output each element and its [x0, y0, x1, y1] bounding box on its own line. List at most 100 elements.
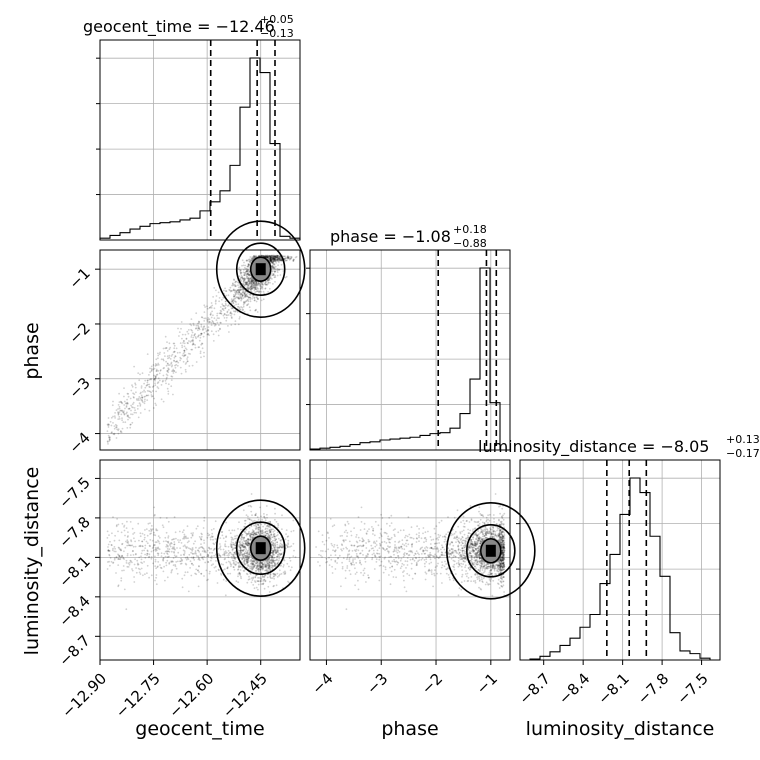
sample-point [244, 281, 247, 284]
sample-point [278, 258, 281, 261]
sample-point [174, 565, 177, 568]
sample-point [220, 563, 223, 565]
sample-point [294, 556, 297, 559]
sample-point [150, 377, 152, 380]
sample-point [272, 274, 274, 276]
sample-point [336, 546, 339, 549]
sample-point [257, 583, 260, 586]
sample-point [242, 283, 245, 286]
sample-point [192, 542, 195, 545]
sample-point [184, 333, 187, 336]
sample-point [218, 297, 221, 299]
sample-point [150, 557, 153, 560]
sample-point [168, 348, 171, 351]
sample-point [243, 536, 246, 539]
sample-point [219, 312, 222, 315]
sample-point [278, 557, 281, 560]
sample-point [264, 254, 267, 257]
sample-point [131, 403, 134, 406]
sample-point [248, 277, 251, 279]
sample-point [107, 434, 110, 437]
sample-point [244, 519, 247, 522]
sample-point [195, 312, 198, 315]
sample-point [136, 559, 139, 562]
sample-point [129, 544, 132, 547]
sample-point [241, 306, 244, 309]
sample-point [250, 283, 253, 285]
sample-point [210, 305, 212, 308]
sample-point [150, 370, 153, 372]
sample-point [264, 566, 267, 568]
sample-point [279, 258, 281, 261]
sample-point [223, 554, 226, 557]
sample-point [225, 536, 227, 539]
sample-point [198, 327, 200, 330]
sample-point [167, 545, 169, 548]
sample-point [243, 559, 246, 562]
sample-point [173, 347, 176, 350]
sample-point [242, 280, 245, 283]
sample-point [223, 313, 226, 316]
sample-point [136, 405, 139, 407]
sample-point [360, 506, 363, 509]
sample-point [121, 569, 123, 572]
sample-point [236, 534, 238, 537]
sample-point [257, 298, 259, 301]
sample-point [231, 283, 234, 286]
sample-point [247, 298, 249, 301]
sample-point [276, 546, 279, 548]
sample-point [274, 256, 277, 258]
sample-point [154, 560, 157, 563]
sample-point [245, 542, 247, 545]
sample-point [249, 309, 252, 312]
sample-point [258, 290, 261, 293]
sample-point [127, 415, 129, 417]
sample-point [243, 284, 246, 287]
sample-point [281, 514, 283, 517]
sample-point [264, 563, 267, 565]
sample-point [264, 530, 267, 533]
sample-point [250, 285, 253, 287]
sample-point [236, 289, 239, 291]
sample-point [248, 543, 251, 546]
sample-point [130, 413, 132, 416]
sample-point [238, 268, 241, 271]
sample-point [277, 261, 280, 264]
sample-point [276, 258, 279, 261]
sample-point [188, 553, 191, 556]
sample-point [279, 539, 282, 541]
sample-point [137, 522, 140, 525]
sample-point [259, 565, 262, 568]
sample-point [258, 254, 261, 257]
sample-point [242, 283, 245, 285]
sample-point [224, 307, 227, 310]
sample-point [193, 334, 196, 337]
sample-point [159, 369, 162, 372]
sample-point [248, 263, 250, 266]
sample-point [247, 280, 249, 282]
sample-point [257, 588, 259, 591]
sample-point [272, 573, 275, 575]
sample-point [107, 549, 110, 552]
sample-point [280, 259, 283, 262]
sample-point [156, 529, 159, 532]
sample-point [259, 580, 262, 583]
sample-point [241, 291, 244, 294]
sample-point [334, 554, 337, 556]
sample-point [165, 382, 167, 385]
sample-point [250, 280, 253, 282]
sample-point [445, 572, 448, 575]
sample-point [123, 413, 126, 415]
sample-point [222, 305, 225, 307]
sample-point [170, 375, 173, 378]
sample-point [114, 417, 116, 419]
sample-point [129, 559, 132, 562]
sample-point [240, 528, 242, 531]
sample-point [245, 300, 248, 303]
sample-point [119, 430, 122, 433]
sample-point [244, 545, 246, 548]
sample-point [177, 551, 180, 554]
sample-point [266, 256, 268, 258]
sample-point [185, 537, 188, 540]
sample-point [148, 553, 151, 556]
